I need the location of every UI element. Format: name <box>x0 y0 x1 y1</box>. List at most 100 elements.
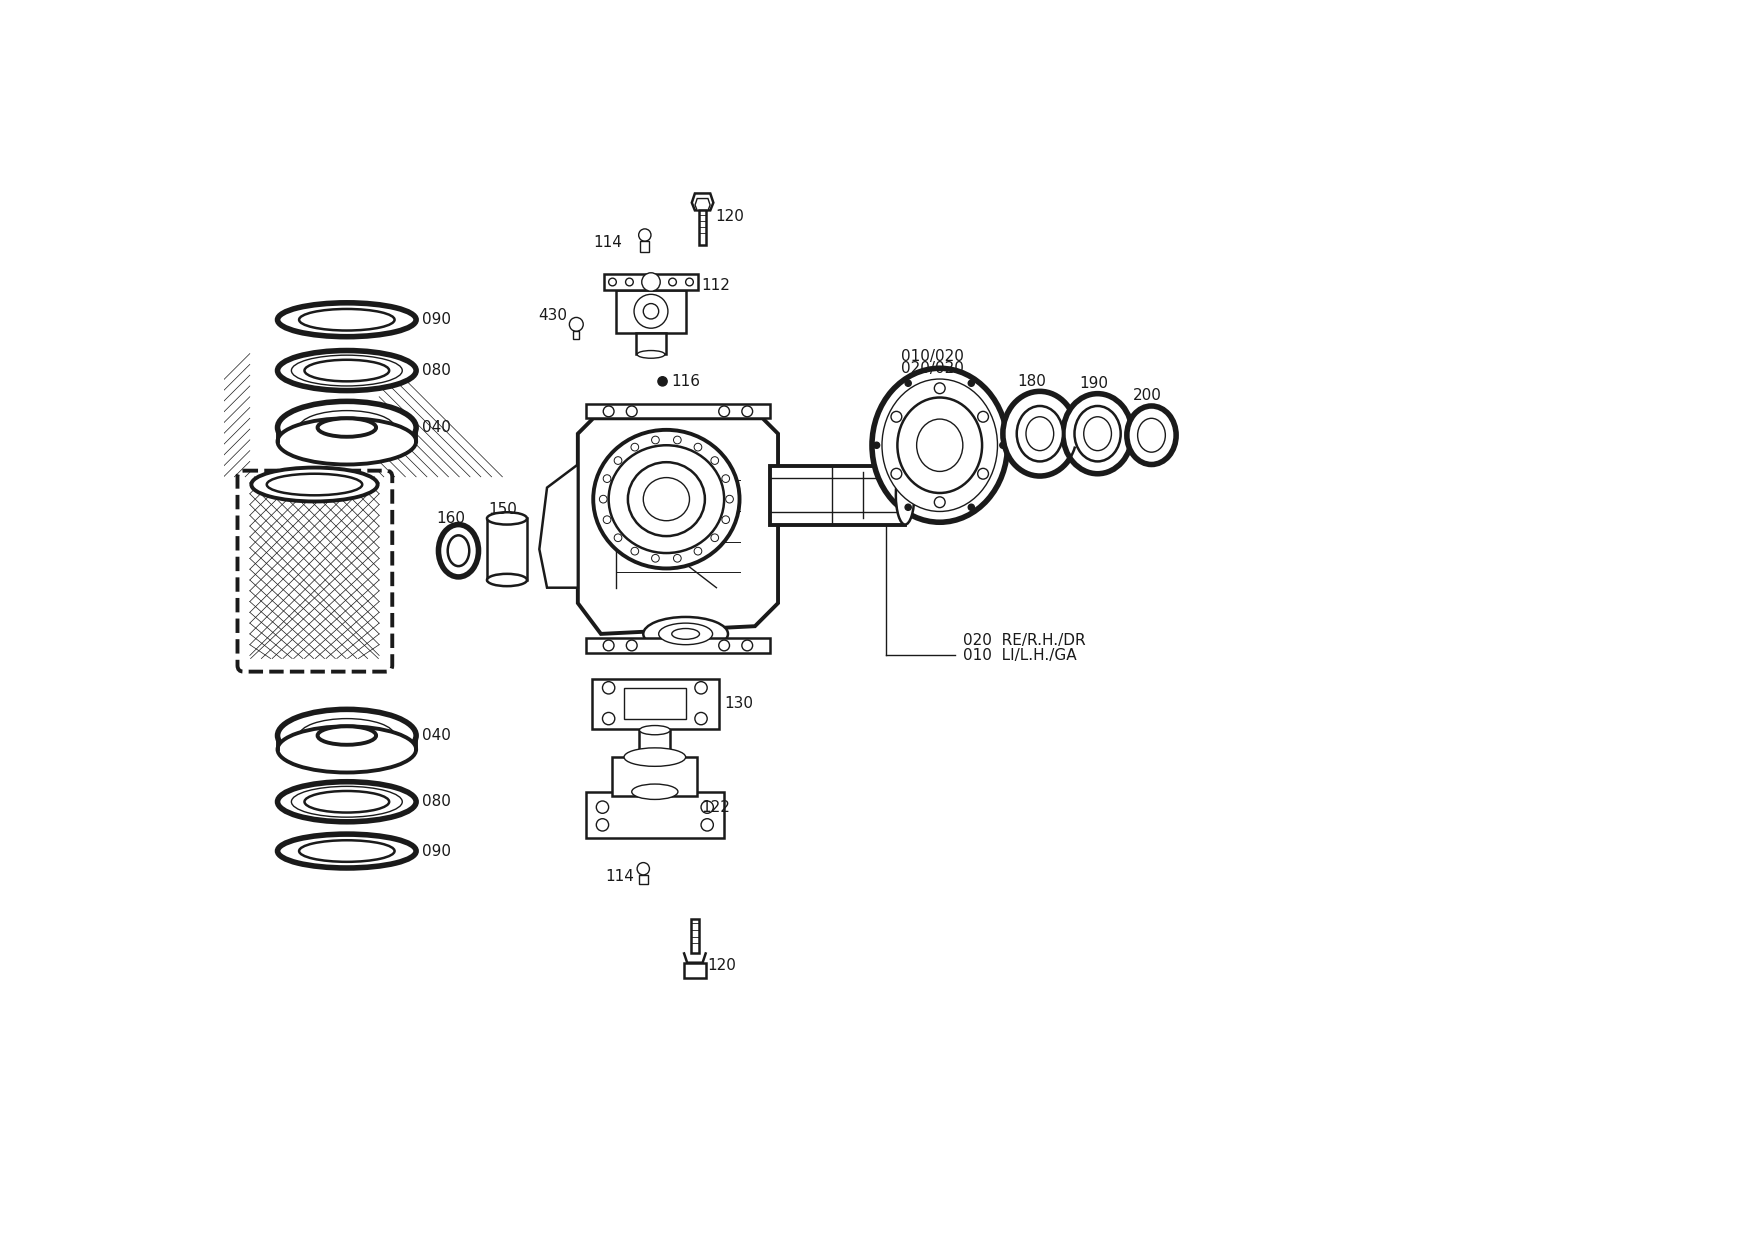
Circle shape <box>742 640 752 651</box>
Circle shape <box>719 405 730 417</box>
Bar <box>638 875 647 884</box>
Circle shape <box>603 475 610 482</box>
Bar <box>574 331 579 339</box>
Circle shape <box>603 516 610 523</box>
Circle shape <box>977 469 989 479</box>
Ellipse shape <box>277 781 416 822</box>
Bar <box>684 962 705 978</box>
Ellipse shape <box>917 419 963 471</box>
Bar <box>624 688 686 719</box>
Ellipse shape <box>872 368 1007 522</box>
Text: 010/020: 010/020 <box>902 350 965 365</box>
Circle shape <box>695 713 707 724</box>
Circle shape <box>905 381 912 387</box>
Ellipse shape <box>277 351 416 391</box>
Bar <box>691 919 698 954</box>
Ellipse shape <box>277 402 416 454</box>
Ellipse shape <box>438 525 479 577</box>
Ellipse shape <box>593 430 740 568</box>
Circle shape <box>702 801 714 813</box>
Bar <box>640 242 649 252</box>
Ellipse shape <box>277 303 416 337</box>
Ellipse shape <box>317 727 375 745</box>
Circle shape <box>873 443 881 449</box>
Bar <box>616 290 686 332</box>
Bar <box>698 211 707 246</box>
Bar <box>637 332 665 355</box>
Ellipse shape <box>300 410 395 444</box>
Ellipse shape <box>305 360 389 382</box>
Ellipse shape <box>447 536 470 567</box>
Bar <box>603 274 698 290</box>
Text: 020/020: 020/020 <box>902 361 965 376</box>
Ellipse shape <box>631 784 679 800</box>
Text: 040: 040 <box>423 420 451 435</box>
Circle shape <box>644 304 660 319</box>
Ellipse shape <box>277 418 416 465</box>
Circle shape <box>602 713 616 724</box>
Ellipse shape <box>624 748 686 766</box>
Circle shape <box>968 505 975 511</box>
Circle shape <box>935 383 945 393</box>
Circle shape <box>614 534 623 542</box>
Circle shape <box>626 405 637 417</box>
Circle shape <box>891 469 902 479</box>
Ellipse shape <box>488 512 526 525</box>
Circle shape <box>935 497 945 507</box>
Ellipse shape <box>267 474 363 495</box>
Ellipse shape <box>640 725 670 735</box>
Ellipse shape <box>1063 393 1133 474</box>
Circle shape <box>968 381 975 387</box>
Bar <box>586 404 770 418</box>
Ellipse shape <box>660 624 712 645</box>
Polygon shape <box>538 465 577 588</box>
Circle shape <box>695 443 702 451</box>
Ellipse shape <box>672 629 700 640</box>
Circle shape <box>905 505 912 511</box>
Circle shape <box>702 818 714 831</box>
Ellipse shape <box>1138 418 1165 453</box>
Circle shape <box>719 640 730 651</box>
Bar <box>488 518 526 580</box>
Ellipse shape <box>1084 417 1112 450</box>
Ellipse shape <box>1026 417 1054 450</box>
Text: 122: 122 <box>702 800 730 815</box>
Text: 160: 160 <box>437 511 465 526</box>
Ellipse shape <box>628 463 705 536</box>
Bar <box>586 637 770 653</box>
Text: 120: 120 <box>716 210 744 224</box>
Circle shape <box>710 456 719 465</box>
Circle shape <box>631 547 638 556</box>
Ellipse shape <box>277 709 416 761</box>
Ellipse shape <box>300 719 395 753</box>
Circle shape <box>637 863 649 875</box>
Text: 080: 080 <box>423 363 451 378</box>
Ellipse shape <box>1017 405 1063 461</box>
Circle shape <box>686 278 693 286</box>
Circle shape <box>695 682 707 694</box>
Bar <box>586 792 724 838</box>
Ellipse shape <box>291 355 402 386</box>
Circle shape <box>658 377 667 386</box>
Ellipse shape <box>896 466 914 525</box>
Ellipse shape <box>277 835 416 868</box>
Ellipse shape <box>305 791 389 812</box>
Bar <box>591 678 719 729</box>
Text: 190: 190 <box>1079 376 1109 391</box>
Text: 040: 040 <box>423 728 451 743</box>
Circle shape <box>603 640 614 651</box>
Circle shape <box>723 516 730 523</box>
Bar <box>770 466 905 525</box>
Circle shape <box>651 436 660 444</box>
Circle shape <box>614 456 623 465</box>
Circle shape <box>977 412 989 422</box>
Polygon shape <box>695 198 710 211</box>
Circle shape <box>609 278 616 286</box>
Circle shape <box>742 405 752 417</box>
Ellipse shape <box>882 379 998 511</box>
Text: 180: 180 <box>1017 373 1047 389</box>
Polygon shape <box>691 193 714 211</box>
Circle shape <box>891 412 902 422</box>
Ellipse shape <box>317 418 375 436</box>
Circle shape <box>626 640 637 651</box>
